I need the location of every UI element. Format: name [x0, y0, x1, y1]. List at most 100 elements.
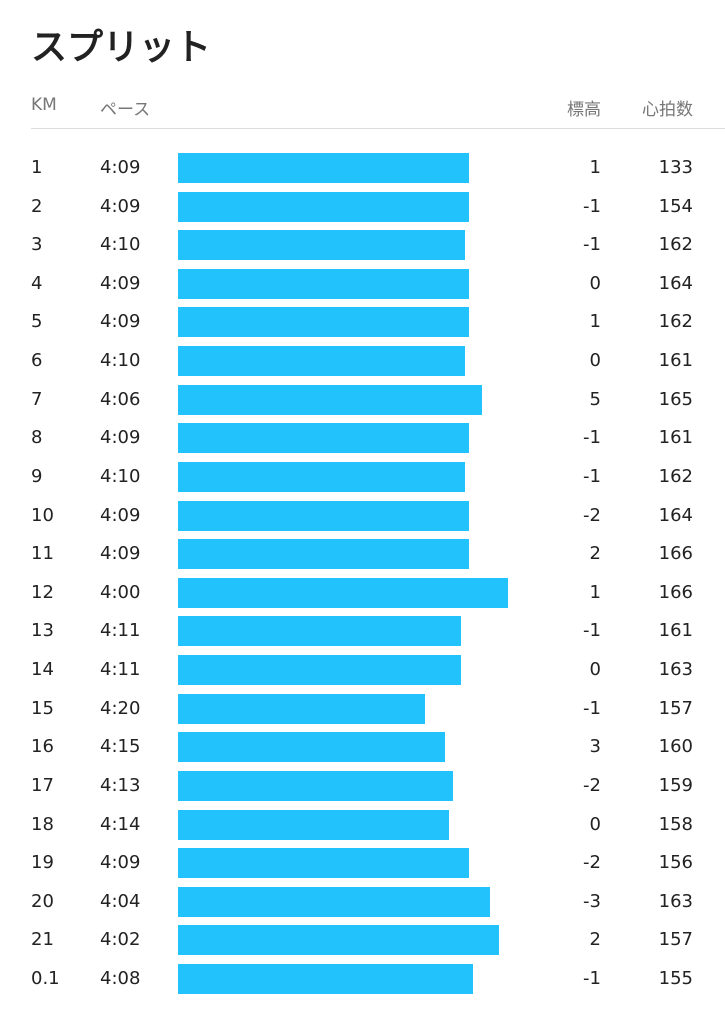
elevation: -1	[583, 234, 601, 256]
elevation: -1	[583, 968, 601, 990]
heart-rate: 157	[658, 697, 693, 719]
elevation: 0	[589, 659, 601, 681]
pace: 4:06	[100, 388, 141, 410]
pace-bar	[178, 230, 465, 261]
heart-rate: 163	[658, 890, 693, 912]
heart-rate: 163	[658, 659, 693, 681]
elevation: -1	[583, 697, 601, 719]
elevation: -1	[583, 427, 601, 449]
pace: 4:13	[100, 774, 141, 796]
km: 13	[31, 620, 54, 642]
heart-rate: 133	[658, 157, 693, 178]
heart-rate: 160	[658, 736, 693, 758]
elevation: -2	[583, 504, 601, 526]
heart-rate: 159	[658, 774, 693, 796]
km: 5	[31, 311, 43, 333]
pace: 4:02	[100, 929, 141, 951]
pace-bar	[178, 539, 470, 570]
km: 7	[31, 388, 43, 410]
elevation: 1	[589, 581, 601, 603]
km: 20	[31, 890, 54, 912]
km: 16	[31, 736, 54, 758]
elevation: 2	[589, 929, 601, 951]
divider	[31, 128, 725, 129]
heart-rate: 164	[658, 504, 693, 526]
heart-rate: 161	[658, 427, 693, 449]
pace: 4:10	[100, 465, 141, 487]
km: 9	[31, 465, 43, 487]
elevation: -1	[583, 465, 601, 487]
pace: 4:09	[100, 195, 141, 217]
pace-bar	[178, 346, 465, 377]
pace-bar	[178, 384, 482, 415]
elevation: 0	[589, 272, 601, 294]
pace-bar	[178, 423, 470, 454]
km: 17	[31, 774, 54, 796]
column-header: 心拍数	[642, 100, 693, 120]
pace: 4:10	[100, 234, 141, 256]
elevation: 1	[589, 311, 601, 333]
title: スプリット	[31, 27, 212, 68]
km: 14	[31, 659, 54, 681]
pace-bar	[178, 886, 491, 917]
pace: 4:08	[100, 968, 141, 990]
pace: 4:09	[100, 504, 141, 526]
pace: 4:11	[100, 659, 141, 681]
pace: 4:14	[100, 813, 141, 835]
pace-bar	[178, 809, 449, 840]
pace: 4:09	[100, 852, 141, 874]
heart-rate: 165	[658, 388, 693, 410]
pace: 4:09	[100, 543, 141, 565]
pace-bar	[178, 655, 461, 686]
heart-rate: 164	[658, 272, 693, 294]
column-header: ペース	[100, 100, 151, 120]
heart-rate: 158	[658, 813, 693, 835]
heart-rate: 154	[658, 195, 693, 217]
pace: 4:09	[100, 427, 141, 449]
pace: 4:09	[100, 157, 141, 178]
pace: 4:11	[100, 620, 141, 642]
pace-bar	[178, 153, 470, 183]
pace: 4:09	[100, 311, 141, 333]
pace-bar	[178, 577, 508, 608]
km: 15	[31, 697, 54, 719]
pace: 4:04	[100, 890, 141, 912]
km: 12	[31, 581, 54, 603]
pace: 4:20	[100, 697, 141, 719]
heart-rate: 155	[658, 968, 693, 990]
elevation: -2	[583, 774, 601, 796]
km: 6	[31, 350, 43, 372]
km: 1	[31, 157, 43, 178]
heart-rate: 157	[658, 929, 693, 951]
elevation: -1	[583, 195, 601, 217]
heart-rate: 161	[658, 620, 693, 642]
km: 4	[31, 272, 43, 294]
pace-bar	[178, 732, 445, 763]
pace-bar	[178, 925, 500, 956]
heart-rate: 166	[658, 543, 693, 565]
pace-bar	[178, 191, 470, 222]
pace: 4:00	[100, 581, 141, 603]
elevation: -1	[583, 620, 601, 642]
pace-bar	[178, 307, 470, 338]
elevation: -3	[583, 890, 601, 912]
pace: 4:09	[100, 272, 141, 294]
heart-rate: 161	[658, 350, 693, 372]
heart-rate: 162	[658, 311, 693, 333]
pace-bar	[178, 770, 453, 801]
pace: 4:10	[100, 350, 141, 372]
elevation: 2	[589, 543, 601, 565]
km: 19	[31, 852, 54, 874]
pace-bar	[178, 848, 470, 879]
km: 21	[31, 929, 54, 951]
pace-bar	[178, 461, 465, 492]
km: 11	[31, 543, 54, 565]
pace-bar	[178, 500, 470, 531]
elevation: 3	[589, 736, 601, 758]
km: 18	[31, 813, 54, 835]
pace-bar	[178, 964, 474, 995]
heart-rate: 156	[658, 852, 693, 874]
km: 2	[31, 195, 43, 217]
elevation: 5	[589, 388, 601, 410]
